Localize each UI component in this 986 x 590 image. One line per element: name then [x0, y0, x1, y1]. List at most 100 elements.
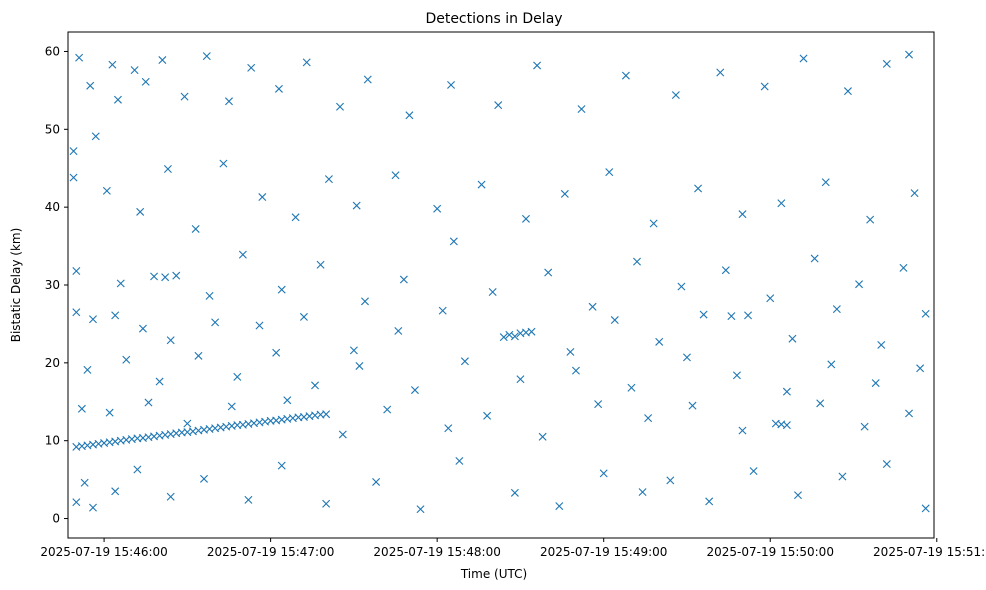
y-tick-label: 20	[45, 356, 60, 370]
data-point	[477, 180, 486, 189]
data-point	[352, 201, 361, 210]
data-point	[882, 460, 891, 469]
data-point	[655, 337, 664, 346]
data-point	[316, 260, 325, 269]
data-point	[83, 365, 92, 374]
data-point	[113, 95, 122, 104]
data-point	[605, 168, 614, 177]
data-point	[521, 214, 530, 223]
data-point	[633, 257, 641, 266]
data-point	[594, 400, 603, 409]
y-axis-label: Bistatic Delay (km)	[9, 228, 23, 343]
data-point	[588, 302, 597, 311]
data-point	[810, 254, 819, 263]
y-tick-label: 10	[45, 434, 60, 448]
data-point	[163, 165, 172, 173]
data-point	[283, 396, 292, 405]
data-point	[272, 348, 281, 357]
data-point	[544, 268, 553, 277]
data-point	[138, 324, 147, 333]
data-point	[649, 219, 658, 228]
chart-title: Detections in Delay	[425, 11, 562, 27]
y-tick-label: 40	[45, 200, 60, 214]
data-point	[788, 334, 797, 343]
data-point	[444, 424, 453, 433]
data-point	[677, 282, 686, 291]
data-point	[644, 414, 653, 423]
data-point	[627, 383, 636, 392]
data-point	[560, 189, 569, 198]
data-point	[277, 285, 286, 294]
data-point	[141, 77, 150, 86]
data-point	[855, 280, 864, 289]
data-point	[158, 56, 167, 65]
data-point	[72, 266, 81, 275]
y-tick-label: 60	[45, 44, 60, 58]
data-point	[122, 355, 131, 364]
data-point	[108, 60, 117, 69]
data-point	[338, 430, 347, 439]
data-point	[233, 372, 242, 381]
data-point	[291, 213, 300, 222]
x-axis-ticks: 2025-07-19 15:46:00 2025-07-19 15:47:00 20…	[40, 538, 986, 559]
data-point	[705, 497, 714, 506]
x-axis-label: Time (UTC)	[460, 567, 527, 581]
data-point	[86, 81, 95, 90]
data-point	[136, 207, 145, 216]
data-point	[827, 360, 836, 369]
data-point	[599, 469, 608, 478]
data-point	[155, 377, 164, 386]
data-point	[394, 326, 403, 335]
x-tick-label: 2025-07-19 15:48:00	[373, 545, 500, 559]
data-point	[399, 275, 408, 284]
data-point	[75, 53, 84, 62]
data-point	[782, 421, 791, 430]
data-point	[202, 52, 211, 61]
data-point	[277, 461, 286, 470]
data-point	[247, 63, 256, 72]
data-point	[794, 491, 802, 500]
data-point	[161, 273, 170, 282]
x-tick-label: 2025-07-19 15:49:00	[540, 545, 667, 559]
data-point	[577, 105, 586, 114]
data-point	[533, 61, 542, 70]
data-point	[449, 237, 458, 246]
data-point	[516, 375, 525, 384]
data-point	[172, 271, 181, 280]
data-point	[538, 432, 547, 441]
plot-frame	[67, 31, 935, 539]
y-axis-ticks: 0 10 20 30 40 50 60	[45, 44, 68, 526]
data-points	[69, 50, 930, 514]
data-point	[116, 279, 125, 288]
data-point	[838, 472, 847, 481]
data-point	[180, 92, 189, 101]
data-point	[694, 184, 703, 193]
data-point	[749, 467, 758, 476]
data-point	[166, 336, 175, 345]
data-point	[299, 312, 308, 321]
y-tick-label: 30	[45, 278, 60, 292]
data-point	[322, 499, 331, 508]
data-point	[777, 199, 786, 208]
data-point	[871, 379, 880, 388]
data-point	[383, 405, 392, 414]
data-point	[244, 495, 253, 504]
data-point	[438, 306, 447, 315]
data-point	[905, 409, 914, 418]
data-point	[816, 399, 825, 408]
data-point	[460, 357, 469, 366]
data-point	[921, 309, 930, 318]
data-point	[102, 186, 111, 195]
data-point	[111, 487, 120, 496]
data-point	[191, 224, 200, 233]
data-point	[219, 159, 228, 168]
data-point	[130, 66, 139, 75]
data-point	[372, 477, 381, 486]
data-point	[72, 308, 81, 317]
x-tick-label: 2025-07-19 15:46:00	[40, 545, 167, 559]
x-tick-label: 2025-07-19 15:50:00	[707, 545, 834, 559]
data-point	[766, 294, 775, 303]
data-point	[111, 311, 120, 320]
data-point	[91, 132, 100, 141]
